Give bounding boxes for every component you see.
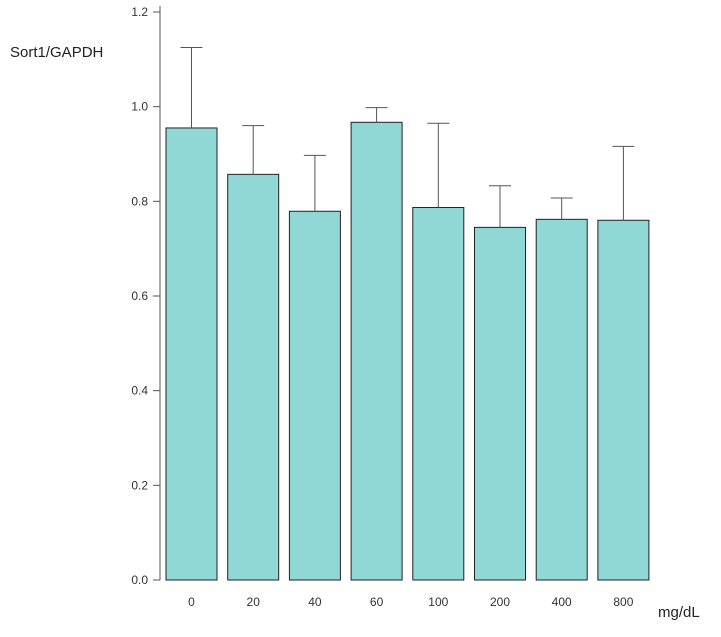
bar-800 (597, 219, 650, 581)
y-tick-label: 0.2 (131, 478, 148, 492)
x-tick-label: 800 (613, 595, 633, 609)
bars (165, 121, 650, 581)
error-bars (180, 47, 635, 228)
bar-200 (474, 226, 526, 581)
x-tick-label: 0 (188, 595, 195, 609)
y-axis: 0.0 0.2 0.4 0.6 0.8 1.0 1.2 (131, 5, 161, 587)
x-tick-label: 60 (370, 595, 384, 609)
bar-20 (227, 173, 280, 581)
y-tick-label: 1.2 (131, 5, 148, 19)
x-tick-label: 100 (428, 595, 448, 609)
y-axis-label: Sort1/GAPDH (10, 44, 103, 61)
y-tick-label: 0.6 (131, 289, 148, 303)
y-tick-label: 0.4 (131, 384, 148, 398)
y-tick-label: 0.0 (131, 573, 148, 587)
bar-400 (535, 218, 588, 581)
x-tick-label: 400 (552, 595, 572, 609)
y-tick-label: 0.8 (131, 194, 148, 208)
bar-0 (165, 127, 218, 581)
x-tick-label: 20 (247, 595, 261, 609)
x-tick-label: 200 (490, 595, 510, 609)
bar-100 (412, 206, 465, 581)
x-axis-label: mg/dL (658, 604, 700, 621)
x-tick-label: 40 (308, 595, 322, 609)
bar-40 (288, 210, 341, 581)
x-tick-labels: 0 20 40 60 100 200 400 800 (188, 595, 634, 609)
bar-60 (350, 121, 403, 581)
y-tick-label: 1.0 (131, 100, 148, 114)
